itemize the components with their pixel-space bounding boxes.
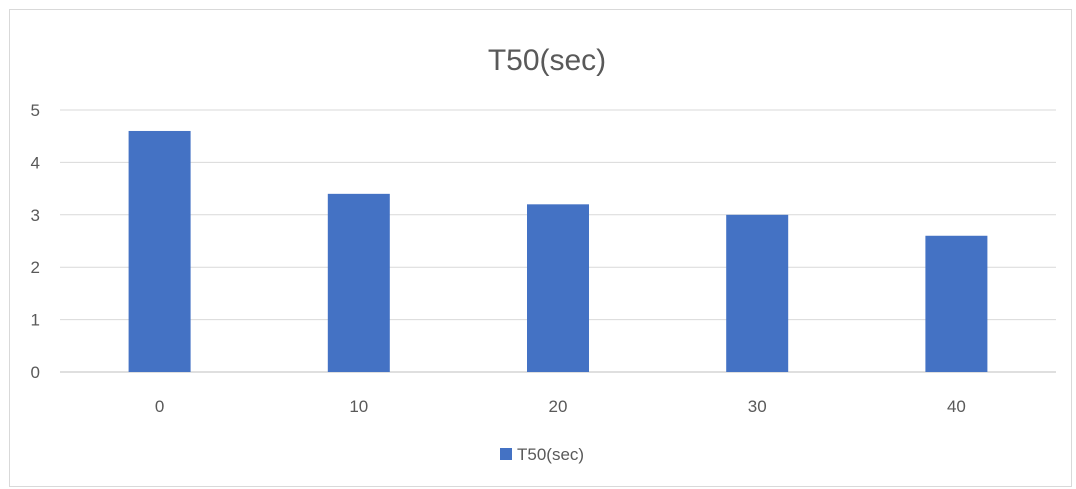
x-tick-label: 10 (349, 397, 368, 416)
gridlines (60, 109, 1056, 373)
bar (128, 130, 191, 372)
y-tick-label: 4 (31, 153, 40, 172)
legend: T50(sec) (500, 445, 584, 464)
bar (726, 214, 789, 372)
x-axis-ticks: 0 10 20 30 40 (155, 397, 966, 416)
legend-label: T50(sec) (517, 445, 584, 464)
bar (527, 204, 589, 372)
chart-title: T50(sec) (488, 44, 606, 77)
x-tick-label: 20 (549, 397, 568, 416)
x-tick-label: 0 (155, 397, 164, 416)
bar (925, 235, 988, 372)
x-tick-label: 30 (748, 397, 767, 416)
x-tick-label: 40 (947, 397, 966, 416)
y-tick-label: 1 (31, 311, 40, 330)
y-tick-label: 0 (31, 363, 40, 382)
y-tick-label: 5 (31, 101, 40, 120)
y-tick-label: 2 (31, 258, 40, 277)
bars (128, 130, 988, 372)
y-tick-label: 3 (31, 206, 40, 225)
bar (327, 193, 390, 372)
y-axis-ticks: 0 1 2 3 4 5 (31, 101, 40, 382)
legend-swatch (500, 448, 512, 460)
